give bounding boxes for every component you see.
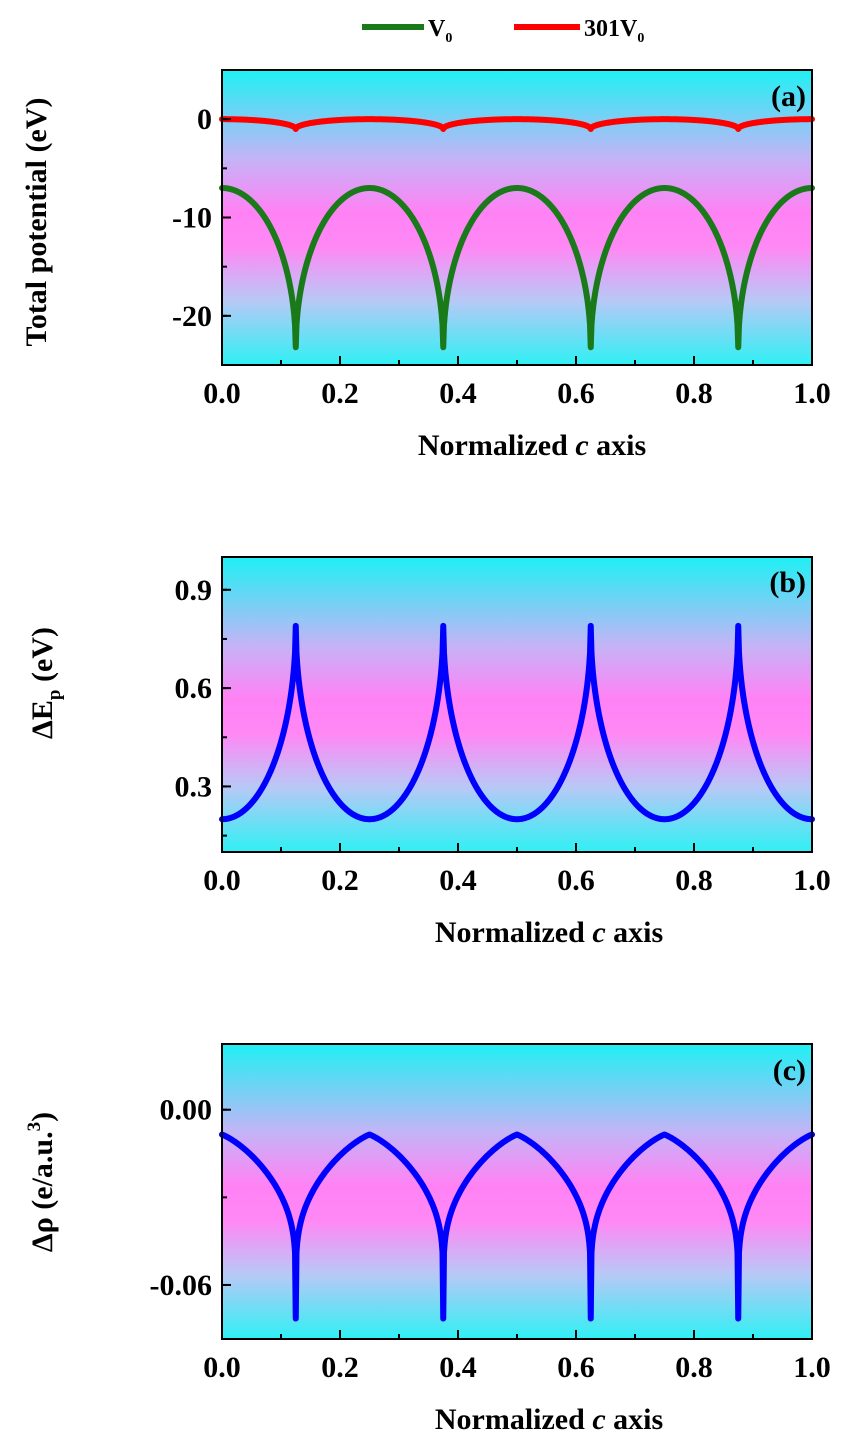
x-tick-label: 0.0 xyxy=(203,1351,241,1384)
y-axis-label-c: Δρ (e/a.u.3) xyxy=(24,1112,59,1252)
plot-area-a xyxy=(222,70,812,365)
y-axis-label-a: Total potential (eV) xyxy=(20,98,53,347)
y-tick-label: 0.6 xyxy=(175,672,213,705)
x-tick-label: 0.2 xyxy=(321,377,359,410)
panel-label-a: (a) xyxy=(771,80,806,113)
panel-b: 0.0 0.2 0.4 0.6 0.8 1.0 0.9 0.6 0.3 (b) ΔEp (eV)… xyxy=(26,556,831,949)
plot-frame-b xyxy=(221,556,813,853)
y-tick-label: -20 xyxy=(172,300,212,333)
x-tick-label: 0.0 xyxy=(203,377,241,410)
plot-area-c xyxy=(222,1044,812,1339)
x-tick-label: 1.0 xyxy=(793,377,831,410)
x-tick-label: 0.6 xyxy=(557,864,595,897)
y-tick-label: 0.9 xyxy=(175,574,213,607)
y-tick-label: -0.06 xyxy=(150,1269,213,1302)
x-tick-label: 0.2 xyxy=(321,1351,359,1384)
x-tick-label: 0.4 xyxy=(439,377,477,410)
y-tick-label: 0.3 xyxy=(175,770,213,803)
plot-area-b xyxy=(222,557,812,852)
panel-label-b: (b) xyxy=(769,566,806,599)
legend-label-301v0: 301V0 xyxy=(584,16,644,46)
x-tick-label: 0.6 xyxy=(557,1351,595,1384)
y-tick-label: 0.00 xyxy=(160,1094,213,1127)
x-tick-label: 1.0 xyxy=(793,864,831,897)
plot-frame-c xyxy=(221,1043,813,1340)
x-tick-label: 0.4 xyxy=(439,1351,477,1384)
x-tick-label: 0.4 xyxy=(439,864,477,897)
series-layer-b xyxy=(219,622,815,823)
series-line-v0 xyxy=(219,185,815,351)
series-layer-a xyxy=(219,116,815,351)
y-axis-label-b: ΔEp (eV) xyxy=(26,627,65,739)
x-tick-label: 0.6 xyxy=(557,377,595,410)
y-tick-label: 0 xyxy=(197,103,212,136)
x-axis-label-c: Normalized c axis xyxy=(435,1403,663,1436)
series-line-ep xyxy=(219,622,815,823)
panel-c: 0.0 0.2 0.4 0.6 0.8 1.0 0.00 -0.06 (c) Δρ (e/a.… xyxy=(24,1043,831,1436)
plot-frame-a xyxy=(221,69,813,366)
legend-label-v0: V0 xyxy=(428,16,452,46)
y-tick-label: -10 xyxy=(172,202,212,235)
x-tick-label: 0.8 xyxy=(675,377,713,410)
x-tick-label: 0.0 xyxy=(203,864,241,897)
legend: V0 301V0 xyxy=(362,16,644,46)
panel-label-c: (c) xyxy=(773,1054,806,1087)
series-line-301v0 xyxy=(219,116,815,132)
tick-layer-b: 0.0 0.2 0.4 0.6 0.8 1.0 0.9 0.6 0.3 xyxy=(175,574,831,897)
tick-layer-c: 0.0 0.2 0.4 0.6 0.8 1.0 0.00 -0.06 xyxy=(150,1094,831,1384)
x-tick-label: 0.8 xyxy=(675,1351,713,1384)
x-tick-label: 0.2 xyxy=(321,864,359,897)
x-tick-label: 0.8 xyxy=(675,864,713,897)
x-tick-label: 1.0 xyxy=(793,1351,831,1384)
tick-layer-a: 0.0 0.2 0.4 0.6 0.8 1.0 0 -10 -20 xyxy=(172,69,831,410)
x-axis-label-a: Normalized c axis xyxy=(418,429,646,462)
series-layer-c xyxy=(219,1131,815,1322)
x-axis-label-b: Normalized c axis xyxy=(435,916,663,949)
series-line- xyxy=(219,1131,815,1322)
panel-a: 0.0 0.2 0.4 0.6 0.8 1.0 0 -10 -20 (a) Total pote… xyxy=(20,69,831,462)
